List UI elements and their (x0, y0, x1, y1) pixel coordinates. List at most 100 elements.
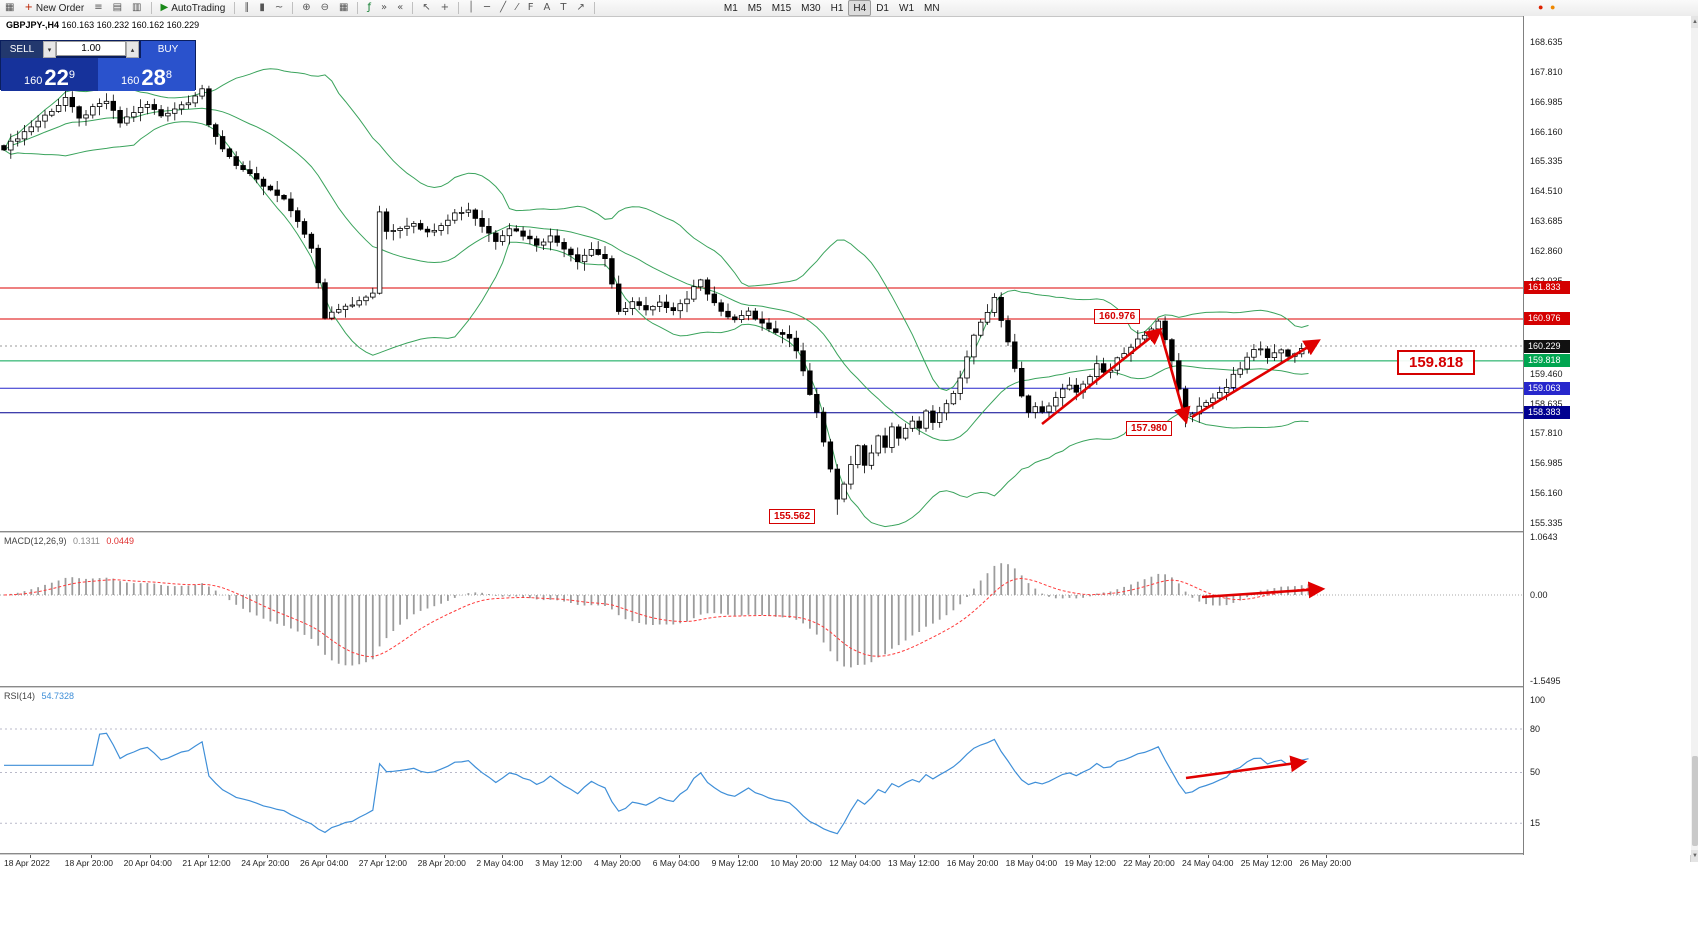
toolbar: ▦ + New Order ≡ ▤ ▥ ▶ AutoTrading ∥ ▮ ~ ⊕ ⊖ ▦ ƒ» « ↖ + │ ─ ╱… (0, 0, 1698, 17)
market-watch-icon[interactable]: ≡ (89, 0, 107, 16)
timeframe-m30[interactable]: M30 (796, 0, 825, 16)
time-axis-tick (796, 855, 798, 858)
toolbar-separator (357, 2, 359, 14)
timeframe-m5[interactable]: M5 (743, 0, 767, 16)
channel-icon[interactable]: ⁄ (511, 0, 523, 16)
time-axis-tick (737, 855, 739, 858)
time-axis-tick (1031, 855, 1033, 858)
price-badge-160.229: 160.229 (1524, 339, 1570, 353)
timeframe-h4[interactable]: H4 (848, 0, 872, 16)
sell-price-sup: 9 (68, 69, 75, 81)
ohlc-values: 160.163 160.232 160.162 160.229 (61, 20, 200, 30)
panel-separator[interactable] (0, 686, 1690, 688)
panel-separator[interactable] (0, 531, 1690, 533)
autotrading-button[interactable]: ▶ AutoTrading (156, 0, 231, 16)
time-axis-label: 18 Apr 2022 (4, 858, 50, 868)
zoom-in-icon[interactable]: ⊕ (297, 0, 315, 16)
volume-decrease-button[interactable]: ▾ (43, 41, 56, 58)
time-axis-tick (326, 855, 327, 858)
chart-shift-icon-glyph: « (397, 2, 404, 13)
price-annotation-157.980[interactable]: 157.980 (1126, 421, 1173, 436)
volume-increase-button[interactable]: ▴ (126, 41, 139, 58)
time-axis-tick (855, 855, 857, 858)
crosshair-icon-glyph: + (440, 2, 450, 13)
auto-scroll-icon[interactable]: » (376, 0, 392, 16)
macd-chart[interactable] (0, 533, 1523, 686)
timeframe-m1[interactable]: M1 (719, 0, 743, 16)
price-axis[interactable]: 168.635 167.810 166.985 166.160 165.335 164.5… (1523, 16, 1691, 855)
navigator-icon[interactable]: ▥ (127, 0, 146, 16)
time-axis-tick (1208, 855, 1209, 858)
time-axis-label: 3 May 12:00 (535, 858, 582, 868)
notification-icon[interactable]: ● (1550, 2, 1556, 12)
time-axis-label: 18 May 04:00 (1005, 858, 1058, 868)
indicators-icon[interactable]: ƒ (362, 0, 376, 16)
rsi-chart[interactable] (0, 688, 1523, 853)
sell-price[interactable]: 160 22 9 (1, 58, 98, 91)
buy-price-sup: 8 (165, 69, 172, 81)
buy-button[interactable]: BUY (141, 41, 195, 58)
time-axis-tick (1325, 855, 1327, 858)
panel-separator[interactable] (0, 853, 1690, 855)
trendline-icon[interactable]: ╱ (495, 0, 511, 16)
time-axis-tick (1266, 855, 1268, 858)
chart-shift-icon[interactable]: « (392, 0, 408, 16)
candlestick-chart-icon[interactable]: ▮ (254, 0, 270, 16)
crosshair-icon[interactable]: + (436, 0, 454, 16)
timeframe-w1-text: W1 (899, 2, 914, 14)
vertical-line-icon[interactable]: │ (463, 0, 479, 16)
vertical-scrollbar[interactable]: ▲ ▼ (1690, 16, 1698, 862)
alert-icon[interactable]: ● (1538, 2, 1544, 12)
new-chart-icon[interactable]: ▦ (0, 0, 19, 16)
indicator-axis-label: 0.00 (1530, 590, 1548, 600)
price-axis-label: 164.510 (1530, 186, 1563, 197)
sell-button[interactable]: SELL (1, 41, 43, 58)
time-axis[interactable]: 18 Apr 2022 18 Apr 20:00 20 Apr 04:00 21 Ap… (0, 855, 1690, 869)
price-axis-label: 167.810 (1530, 66, 1563, 77)
tile-windows-icon[interactable]: ▦ (334, 0, 353, 16)
time-axis-tick (208, 855, 210, 858)
fibonacci-icon[interactable]: F (523, 0, 539, 16)
indicator-axis-label: 15 (1530, 818, 1541, 828)
tile-windows-icon-glyph: ▦ (339, 2, 349, 13)
sell-price-prefix: 160 (24, 75, 43, 87)
volume-input[interactable] (56, 41, 126, 56)
line-chart-icon[interactable]: ~ (270, 0, 288, 16)
data-window-icon-glyph: ▤ (112, 2, 123, 13)
price-axis-label: 168.635 (1530, 37, 1563, 47)
new-order-button[interactable]: + New Order (19, 0, 89, 16)
scrollbar-thumb[interactable] (1692, 756, 1698, 846)
bollinger-middle-band (3, 107, 1309, 442)
scroll-up-button[interactable]: ▲ (1691, 16, 1698, 28)
candlestick-chart[interactable] (0, 16, 1523, 531)
navigator-icon-glyph: ▥ (132, 2, 142, 13)
horizontal-line-icon[interactable]: ─ (479, 0, 495, 16)
zoom-out-icon[interactable]: ⊖ (316, 0, 334, 16)
price-annotation-159.818[interactable]: 159.818 (1397, 350, 1476, 375)
price-axis-label: 163.685 (1530, 216, 1563, 227)
price-badge-161.833: 161.833 (1524, 281, 1570, 295)
new-chart-icon-glyph: ▦ (5, 2, 15, 13)
price-axis-label: 166.985 (1530, 96, 1563, 107)
timeframe-mn[interactable]: MN (919, 0, 945, 16)
bollinger-lower-band (3, 121, 1309, 528)
text-icon[interactable]: A (539, 0, 556, 16)
price-axis-label: 158.635 (1530, 398, 1563, 409)
price-annotation-160.976[interactable]: 160.976 (1094, 309, 1141, 324)
time-axis-label: 12 May 04:00 (829, 858, 881, 868)
bar-chart-icon[interactable]: ∥ (239, 0, 254, 16)
price-annotation-155.562[interactable]: 155.562 (769, 509, 816, 524)
buy-price[interactable]: 160 28 8 (98, 58, 195, 91)
timeframe-d1[interactable]: D1 (871, 0, 894, 16)
data-window-icon[interactable]: ▤ (108, 0, 127, 16)
timeframe-h1[interactable]: H1 (826, 0, 849, 16)
timeframe-m15[interactable]: M15 (767, 0, 796, 16)
cursor-icon[interactable]: ↖ (417, 0, 435, 16)
text-label-icon[interactable]: T (555, 0, 571, 16)
toolbar-separator (150, 2, 152, 14)
arrows-icon[interactable]: ↗ (572, 0, 590, 16)
buy-price-prefix: 160 (121, 75, 140, 87)
timeframe-w1[interactable]: W1 (894, 0, 919, 16)
macd-value-signal: 0.0449 (106, 536, 134, 546)
scroll-down-button[interactable]: ▼ (1691, 850, 1698, 862)
